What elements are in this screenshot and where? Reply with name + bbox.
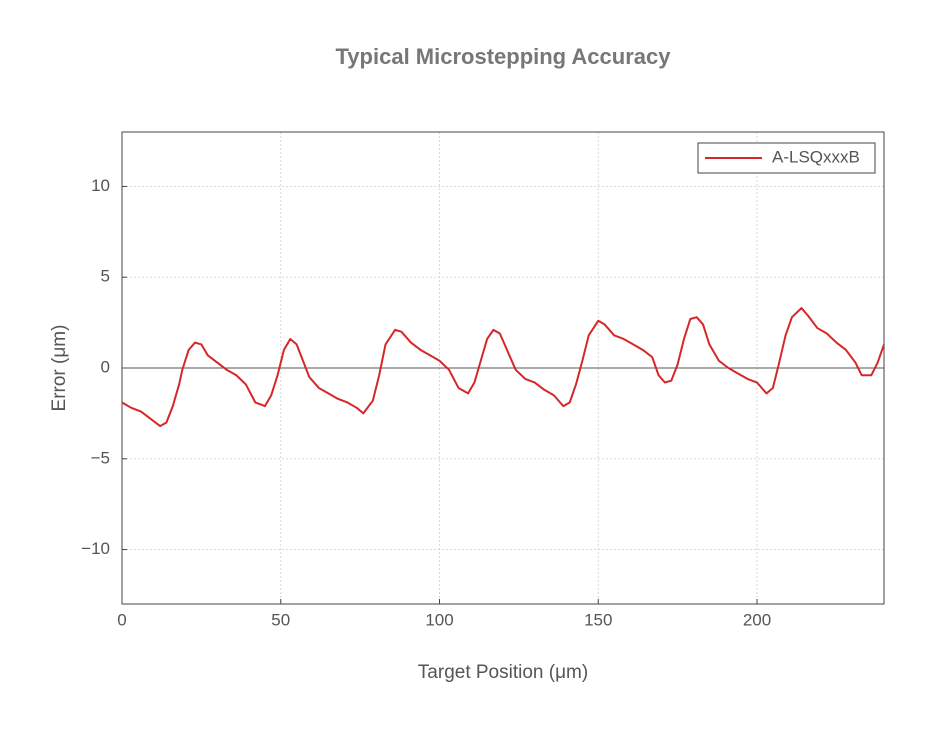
x-tick-label: 150 <box>584 610 612 629</box>
x-axis-label: Target Position (μm) <box>418 662 588 683</box>
y-tick-label: 0 <box>101 357 110 376</box>
y-axis-label: Error (μm) <box>49 325 70 412</box>
y-tick-label: 10 <box>91 176 110 195</box>
plot-frame <box>121 131 885 605</box>
y-tick-label: −10 <box>81 539 110 558</box>
y-tick-label: 5 <box>101 267 110 286</box>
y-tick-label: −5 <box>91 448 110 467</box>
chart-title: Typical Microstepping Accuracy <box>336 44 672 69</box>
x-tick-label: 0 <box>117 610 126 629</box>
x-tick-label: 100 <box>425 610 453 629</box>
x-tick-label: 200 <box>743 610 771 629</box>
data-line <box>121 307 885 428</box>
legend-label: A-LSQxxxB <box>772 147 860 166</box>
x-tick-label: 50 <box>271 610 290 629</box>
